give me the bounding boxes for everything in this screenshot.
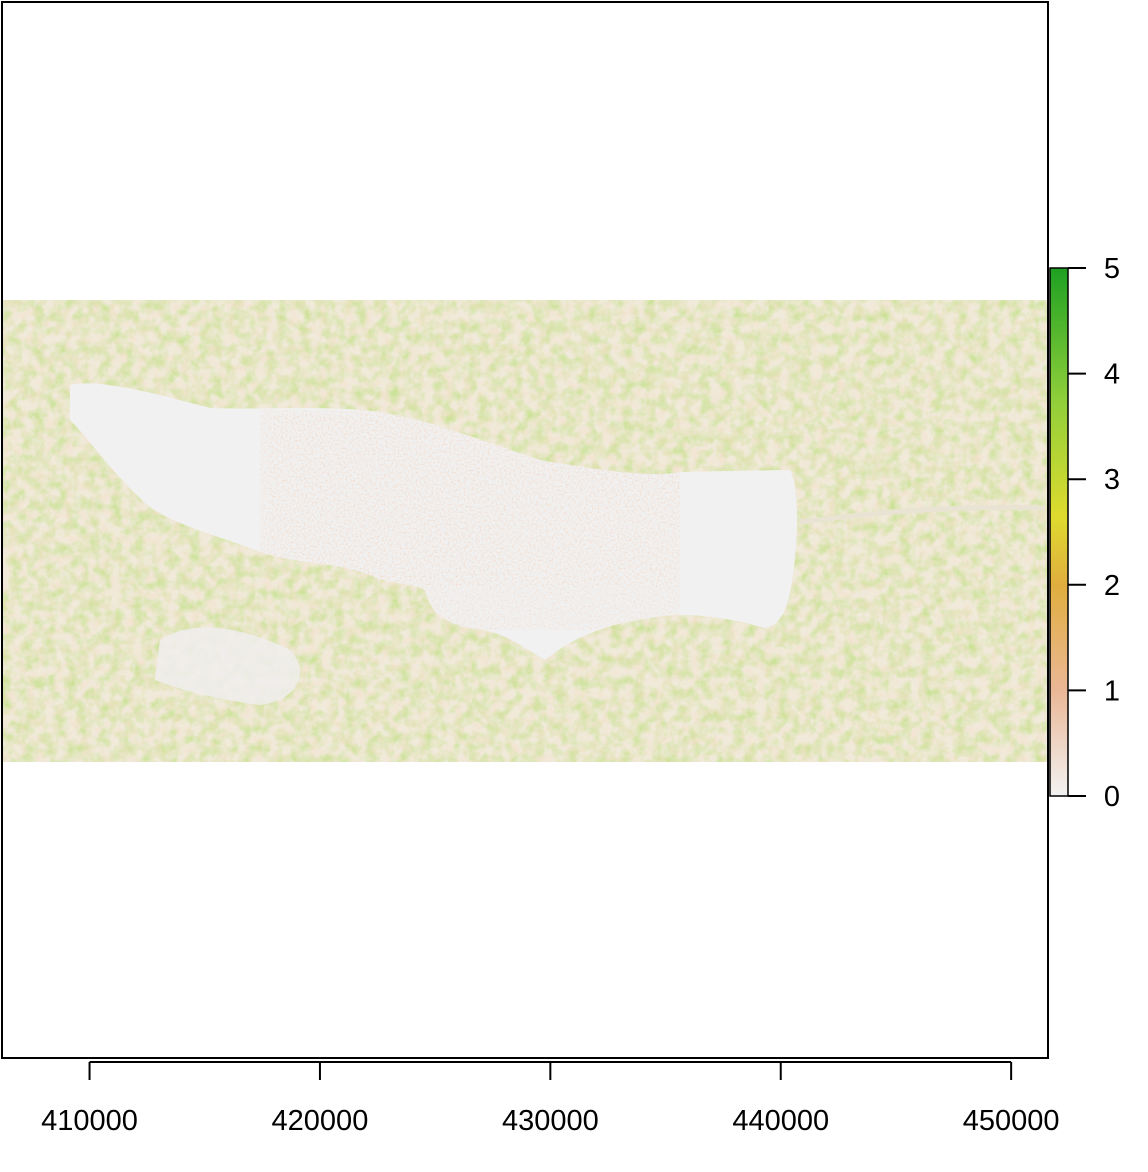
raster-image bbox=[2, 300, 1048, 762]
legend-tick-label: 1 bbox=[1104, 675, 1120, 707]
x-tick-label: 420000 bbox=[272, 1105, 369, 1137]
x-tick-label: 410000 bbox=[41, 1105, 138, 1137]
legend-tick-label: 4 bbox=[1104, 359, 1120, 391]
x-tick-label: 430000 bbox=[502, 1105, 599, 1137]
x-axis: 410000 420000 430000 440000 450000 bbox=[41, 1061, 1060, 1137]
x-tick-label: 450000 bbox=[963, 1105, 1060, 1137]
river-channel bbox=[799, 504, 1046, 525]
legend-color-bar bbox=[1049, 267, 1069, 797]
color-legend: 0 1 2 3 4 5 bbox=[1049, 253, 1120, 813]
southwest-light-patch bbox=[155, 627, 300, 705]
x-tick-label: 440000 bbox=[732, 1105, 829, 1137]
legend-tick-label: 3 bbox=[1104, 464, 1120, 496]
legend-ticks: 0 1 2 3 4 5 bbox=[1068, 253, 1120, 813]
legend-tick-label: 2 bbox=[1104, 570, 1120, 602]
legend-tick-label: 5 bbox=[1104, 253, 1120, 285]
plot-frame bbox=[1, 1, 1049, 1059]
lake-east-basin bbox=[680, 465, 797, 635]
legend-tick-label: 0 bbox=[1104, 781, 1120, 813]
